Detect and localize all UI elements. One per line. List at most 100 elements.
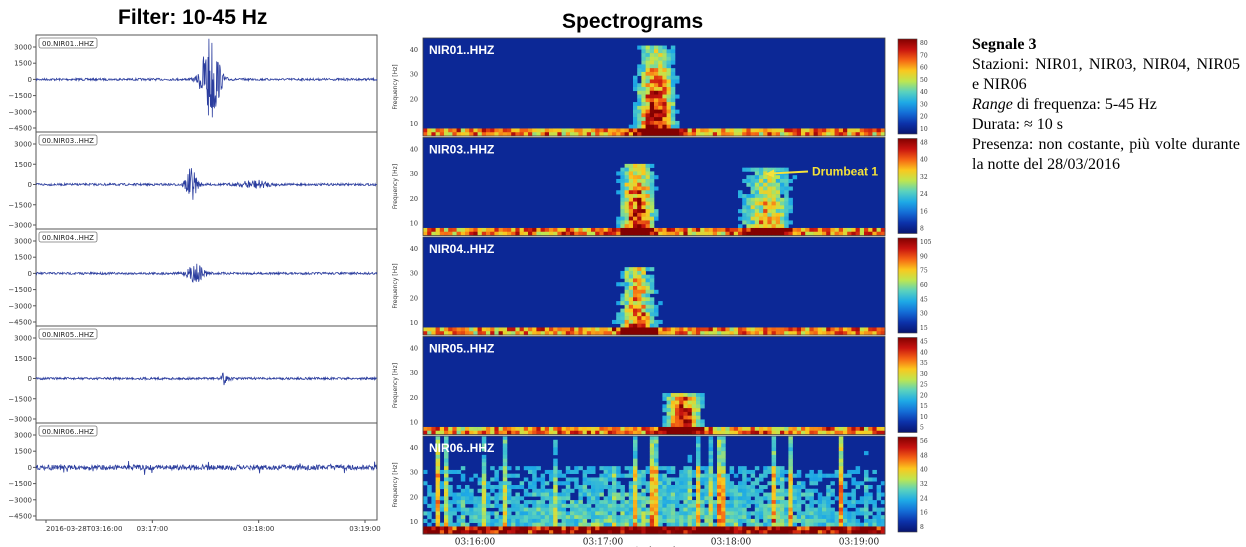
spectrogram-cell [683,485,688,490]
spectrogram-cell [763,209,768,214]
spectrogram-cell [456,515,462,520]
spectrogram-cell [750,526,756,531]
spectrogram-cell [880,518,886,523]
spectrogram-cell [536,488,541,493]
spectrogram-cell [553,518,558,523]
spectrogram-cell [553,522,558,527]
spectrogram-cell [784,526,789,531]
spectrogram-cell [767,500,772,505]
spectrogram-cell [780,481,785,486]
spectrogram-cell [788,492,793,497]
spectrogram-cell [515,331,520,336]
spectrogram-cell [809,430,814,435]
spectrogram-cell [448,526,453,531]
spectrogram-cell [645,201,651,206]
spectrogram-cell [679,518,684,523]
spectrogram-cell [775,473,781,478]
spectrogram-cell [822,327,827,332]
colorbar-tick-label: 16 [920,208,928,215]
spectrogram-cell [775,216,781,221]
spectrogram-cell [578,522,583,527]
spectrogram-cell [805,430,810,435]
spectrogram-cell [637,190,642,195]
spectrogram-cell [721,500,726,505]
spectrogram-cell [654,60,659,65]
spectrogram-cell [675,426,680,432]
spectrogram-cell [679,404,684,409]
spectrogram-cell [834,331,840,336]
spectrogram-cell [444,231,449,236]
spectrogram-cell [847,518,852,523]
spectrogram-ylabel: Frequency [Hz] [392,64,399,109]
spectrogram-cell [754,496,760,501]
spectrogram-cell [843,485,848,490]
spectrogram-cell [624,171,630,176]
spectrogram-cell [683,132,688,137]
spectrogram-cell [708,511,714,516]
spectrogram-cell [788,481,793,486]
spectrogram-cell [633,319,638,324]
spectrogram-cell [607,473,613,478]
spectrogram-cell [864,430,869,435]
spectrogram-cell [754,518,760,523]
spectrogram-cell [633,109,638,114]
spectrogram-cell [813,526,819,531]
spectrogram-cell [599,530,604,535]
spectrogram-cell [549,227,554,233]
spectrogram-cell [708,462,714,467]
spectrogram-cell [494,526,499,531]
spectrogram-cell [658,128,663,133]
spectrogram-cell [486,481,491,486]
spectrogram-cell [729,481,735,486]
spectrogram-cell [549,526,554,531]
spectrogram-cell [561,132,567,137]
spectrogram-cell [649,124,655,129]
spectrogram-cell [448,426,453,432]
spectrogram-frame [422,236,886,336]
spectrogram-cell [746,500,751,505]
spectrogram-cell [880,522,886,527]
spectrogram-cell [641,278,646,283]
spectrogram-cell [498,227,504,233]
spectrogram-cell [679,492,684,497]
spectrogram-cell [523,515,529,520]
spectrogram-cell [570,231,575,236]
spectrogram-cell [691,404,697,409]
spectrogram-cell [834,511,840,516]
spectrogram-cell [519,511,525,516]
spectrogram-cell [733,128,739,133]
spectrogram-cell [767,175,772,180]
spectrogram-cell [641,488,646,493]
spectrogram-cell [532,132,537,137]
spectrogram-cell [721,526,726,531]
waveform-ytick-label: −3000 [8,302,32,310]
spectrogram-ytick-label: 30 [410,469,418,477]
spectrogram-cell [645,274,651,279]
spectrogram-xtick-label: 03:19:00 [839,538,880,547]
spectrogram-cell [557,530,562,535]
colorbar-tick-label: 56 [920,438,928,445]
spectrogram-cell [582,473,588,478]
spectrogram-cell [481,473,487,478]
waveform-trace [35,372,378,386]
spectrogram-cell [683,515,688,520]
spectrogram-cell [645,71,651,76]
spectrogram-cell [750,473,756,478]
spectrogram-cell [775,481,781,486]
spectrogram-cell [880,231,886,236]
spectrogram-cell [481,426,487,432]
spectrogram-cell [528,481,533,486]
spectrogram-cell [675,400,680,405]
spectrogram-cell [712,231,718,236]
spectrogram-cell [616,171,621,176]
spectrogram-cell [549,331,554,336]
spectrogram-ytick-label: 10 [410,120,418,128]
spectrogram-cell [528,231,533,236]
spectrogram-cell [738,224,743,229]
spectrogram-cell [658,227,663,233]
spectrogram-cell [624,522,630,527]
spectrogram-cell [578,511,583,516]
spectrogram-cell [675,430,680,435]
spectrogram-cell [754,503,760,508]
